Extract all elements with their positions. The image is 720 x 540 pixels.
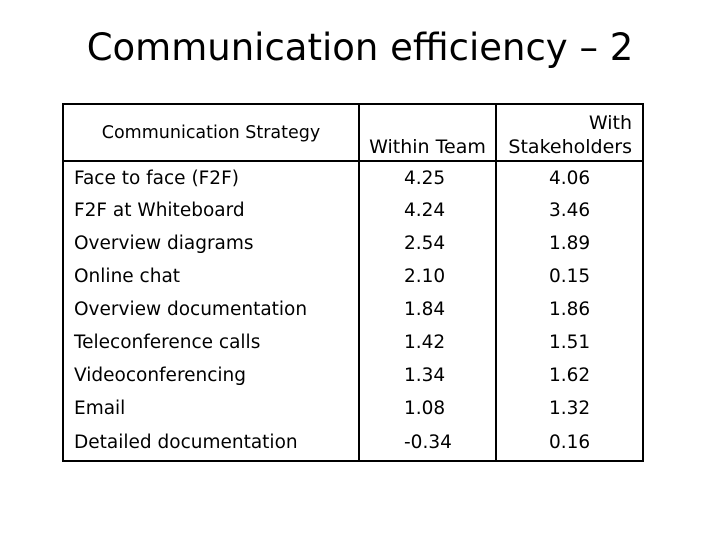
- stakeholders-value: 1.86: [495, 293, 644, 326]
- table-row: Overview diagrams 2.54 1.89: [62, 227, 644, 260]
- table-row: Teleconference calls 1.42 1.51: [62, 326, 644, 359]
- strategy-cell: Face to face (F2F): [62, 161, 360, 194]
- strategy-cell: F2F at Whiteboard: [62, 194, 360, 227]
- table-row: Face to face (F2F) 4.25 4.06: [62, 161, 644, 194]
- stakeholders-value: 0.15: [495, 260, 644, 293]
- stakeholders-value: 1.62: [495, 359, 644, 392]
- stakeholders-value: 1.32: [495, 392, 644, 425]
- within-team-value: 4.24: [358, 194, 497, 227]
- header-stakeholders-line1: With: [588, 111, 632, 134]
- table-row: F2F at Whiteboard 4.24 3.46: [62, 194, 644, 227]
- stakeholders-value: 3.46: [495, 194, 644, 227]
- within-team-value: 1.42: [358, 326, 497, 359]
- within-team-value: 4.25: [358, 161, 497, 194]
- header-strategy: Communication Strategy: [62, 103, 360, 162]
- header-within-team: Within Team: [358, 103, 497, 162]
- within-team-value: 2.10: [358, 260, 497, 293]
- header-stakeholders-line2: Stakeholders: [508, 136, 632, 159]
- stakeholders-value: 0.16: [495, 425, 644, 462]
- strategy-cell: Overview documentation: [62, 293, 360, 326]
- table-row: Email 1.08 1.32: [62, 392, 644, 425]
- table-row: Videoconferencing 1.34 1.62: [62, 359, 644, 392]
- stakeholders-value: 4.06: [495, 161, 644, 194]
- within-team-value: -0.34: [358, 425, 497, 462]
- table-body: Face to face (F2F) 4.25 4.06 F2F at Whitebo…: [62, 161, 644, 462]
- strategy-cell: Overview diagrams: [62, 227, 360, 260]
- header-with-stakeholders: With Stakeholders: [495, 103, 644, 162]
- strategy-cell: Email: [62, 392, 360, 425]
- header-row: Communication Strategy Within Team With …: [62, 103, 644, 162]
- within-team-value: 1.34: [358, 359, 497, 392]
- table-row: Detailed documentation -0.34 0.16: [62, 425, 644, 462]
- within-team-value: 2.54: [358, 227, 497, 260]
- stakeholders-value: 1.51: [495, 326, 644, 359]
- strategy-cell: Teleconference calls: [62, 326, 360, 359]
- stakeholders-value: 1.89: [495, 227, 644, 260]
- slide-title: Communication efficiency – 2: [86, 26, 634, 69]
- within-team-value: 1.08: [358, 392, 497, 425]
- communication-table: Communication Strategy Within Team With …: [62, 103, 644, 462]
- table-row: Online chat 2.10 0.15: [62, 260, 644, 293]
- strategy-cell: Online chat: [62, 260, 360, 293]
- table-row: Overview documentation 1.84 1.86: [62, 293, 644, 326]
- within-team-value: 1.84: [358, 293, 497, 326]
- strategy-cell: Videoconferencing: [62, 359, 360, 392]
- strategy-cell: Detailed documentation: [62, 425, 360, 462]
